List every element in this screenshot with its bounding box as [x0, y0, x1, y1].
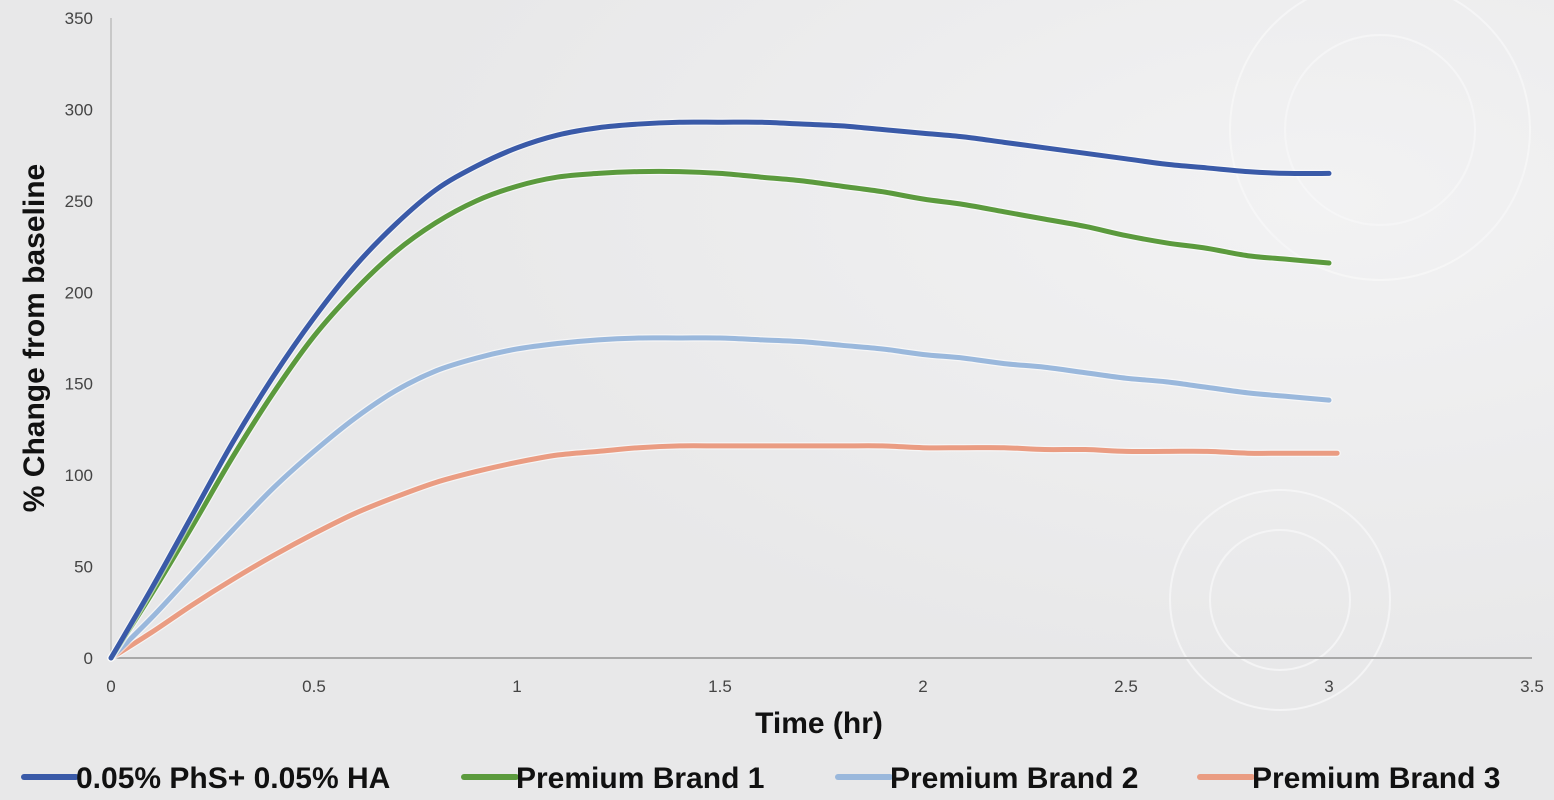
- y-tick-label: 350: [65, 9, 93, 28]
- y-tick-label: 100: [65, 466, 93, 485]
- y-axis-title: % Change from baseline: [18, 164, 51, 512]
- y-tick-label: 0: [84, 649, 93, 668]
- legend-label: Premium Brand 3: [1252, 762, 1500, 795]
- series-lines: [107, 118, 1341, 662]
- series-premium-brand-1-line: [107, 167, 1333, 662]
- axes: 0 50 100 150 200 250 300 350 0 0.5 1 1.5 2 2.5 3 3.5: [65, 9, 1544, 696]
- legend-label: Premium Brand 1: [516, 762, 764, 795]
- series-line-stroke: [108, 443, 1340, 661]
- x-tick-label: 1.5: [708, 677, 732, 696]
- legend: 0.05% PhS+ 0.05% HA Premium Brand 1 Premiu…: [21, 762, 1500, 795]
- y-tick-label: 200: [65, 283, 93, 302]
- series-phs-ha-line: [107, 118, 1333, 662]
- decorative-background-pattern: [1169, 0, 1531, 711]
- series-line-stroke: [108, 168, 1332, 661]
- x-tick-label: 2: [918, 677, 927, 696]
- legend-item: Premium Brand 2: [835, 762, 1138, 795]
- x-axis-title: Time (hr): [755, 707, 883, 740]
- legend-label: 0.05% PhS+ 0.05% HA: [76, 762, 390, 795]
- legend-item: Premium Brand 3: [1197, 762, 1500, 795]
- series-premium-brand-3-line: [107, 442, 1341, 662]
- x-tick-label: 3: [1324, 677, 1333, 696]
- y-tick-label: 50: [74, 558, 93, 577]
- x-tick-label: 0: [106, 677, 115, 696]
- y-tick-label: 300: [65, 100, 93, 119]
- legend-item: Premium Brand 1: [461, 762, 764, 795]
- x-tick-label: 1: [512, 677, 521, 696]
- y-tick-label: 150: [65, 375, 93, 394]
- legend-item: 0.05% PhS+ 0.05% HA: [21, 762, 390, 795]
- x-tick-label: 0.5: [302, 677, 326, 696]
- x-tick-label: 2.5: [1114, 677, 1138, 696]
- legend-label: Premium Brand 2: [890, 762, 1138, 795]
- x-tick-label: 3.5: [1520, 677, 1544, 696]
- series-premium-brand-2-line: [107, 334, 1333, 662]
- axis-labels: % Change from baseline Time (hr): [18, 164, 883, 740]
- y-tick-label: 250: [65, 192, 93, 211]
- series-line-stroke: [108, 119, 1332, 661]
- series-line-stroke: [108, 335, 1332, 661]
